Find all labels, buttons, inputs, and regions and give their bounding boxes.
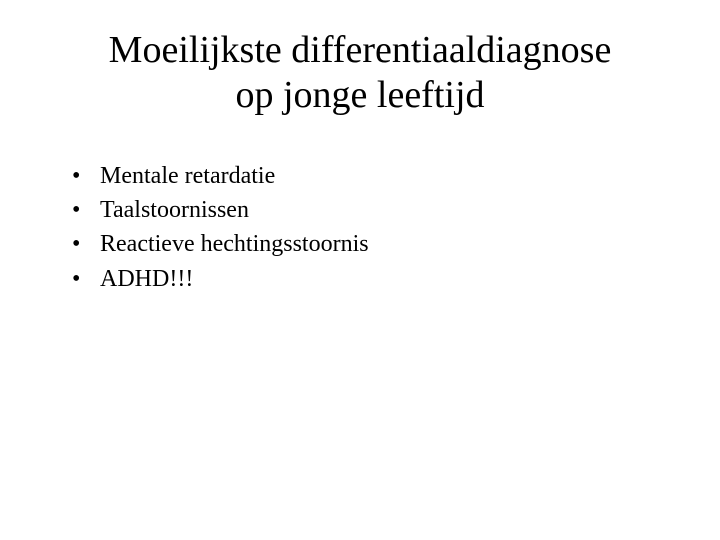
list-item: • Taalstoornissen xyxy=(72,194,660,226)
bullet-text: Taalstoornissen xyxy=(100,194,660,226)
bullet-list: • Mentale retardatie • Taalstoornissen •… xyxy=(60,160,660,296)
list-item: • Reactieve hechtingsstoornis xyxy=(72,228,660,260)
bullet-text: ADHD!!! xyxy=(100,263,660,295)
bullet-text: Mentale retardatie xyxy=(100,160,660,192)
bullet-icon: • xyxy=(72,194,100,226)
bullet-icon: • xyxy=(72,228,100,260)
bullet-icon: • xyxy=(72,263,100,295)
bullet-text: Reactieve hechtingsstoornis xyxy=(100,228,660,260)
slide: Moeilijkste differentiaaldiagnose op jon… xyxy=(0,0,720,540)
title-line-1: Moeilijkste differentiaaldiagnose xyxy=(109,29,612,71)
list-item: • ADHD!!! xyxy=(72,263,660,295)
slide-title: Moeilijkste differentiaaldiagnose op jon… xyxy=(60,28,660,118)
title-line-2: op jonge leeftijd xyxy=(235,74,484,116)
list-item: • Mentale retardatie xyxy=(72,160,660,192)
bullet-icon: • xyxy=(72,160,100,192)
